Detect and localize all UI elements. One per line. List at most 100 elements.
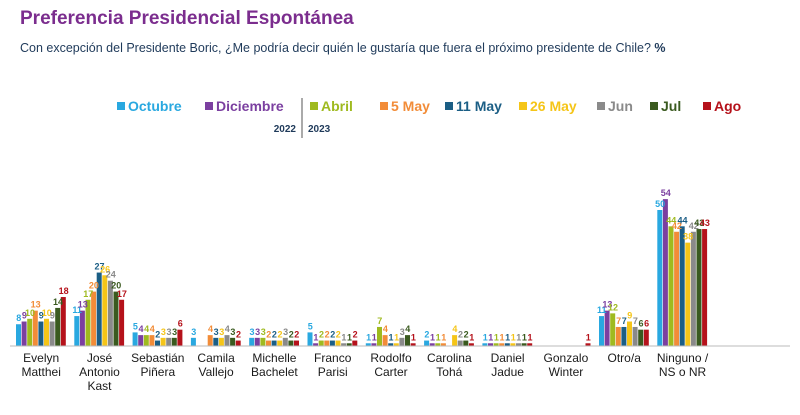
- value-label-7-2: 1: [436, 332, 441, 342]
- value-label-4-8: 2: [294, 330, 299, 340]
- legend-swatch-7: [650, 102, 658, 110]
- value-label-10-6: 7: [633, 316, 638, 326]
- bar-2-6: [166, 337, 172, 346]
- value-label-5-0: 5: [308, 321, 313, 331]
- value-label-10-3: 7: [616, 316, 621, 326]
- bar-1-8: [119, 299, 125, 346]
- bar-10-3: [615, 326, 621, 346]
- bar-8-4: [504, 343, 510, 346]
- bar-5-5: [335, 340, 341, 346]
- value-label-4-1: 3: [255, 327, 260, 337]
- bar-10-4: [621, 326, 627, 346]
- bar-4-6: [282, 337, 288, 346]
- bar-11-6: [690, 231, 696, 346]
- bar-0-2: [27, 318, 33, 346]
- bar-7-2: [435, 343, 441, 346]
- category-label-3: Camila Vallejo: [197, 351, 235, 379]
- bar-5-3: [324, 340, 330, 346]
- value-label-6-1: 1: [372, 332, 377, 342]
- value-label-8-1: 1: [488, 332, 493, 342]
- bar-7-7: [463, 340, 469, 346]
- legend-swatch-3: [380, 102, 388, 110]
- legend-swatch-5: [519, 102, 527, 110]
- value-label-0-0: 8: [16, 313, 21, 323]
- legend-swatch-4: [445, 102, 453, 110]
- value-label-5-7: 1: [347, 332, 352, 342]
- value-label-4-6: 3: [283, 327, 288, 337]
- value-label-0-4: 9: [39, 311, 44, 321]
- value-label-8-6: 1: [516, 332, 521, 342]
- bar-1-3: [91, 291, 97, 346]
- bar-2-3: [149, 335, 155, 346]
- bar-3-7: [230, 337, 236, 346]
- value-label-0-5: 10: [42, 308, 52, 318]
- value-label-8-3: 1: [499, 332, 504, 342]
- bar-6-2: [377, 326, 382, 346]
- bar-6-5: [393, 343, 399, 346]
- value-label-5-5: 2: [336, 330, 341, 340]
- bar-10-5: [627, 321, 632, 346]
- value-label-7-0: 2: [424, 330, 429, 340]
- legend-label-6: Jun: [608, 98, 633, 114]
- value-label-1-5: 26: [100, 264, 110, 274]
- bar-0-5: [44, 318, 49, 346]
- value-label-2-6: 3: [166, 327, 171, 337]
- category-label-2: Sebastián Piñera: [131, 351, 184, 379]
- value-label-6-3: 4: [383, 324, 388, 334]
- bar-4-7: [288, 340, 294, 346]
- value-label-4-2: 3: [261, 327, 266, 337]
- bar-5-8: [352, 340, 358, 346]
- bar-3-6: [224, 335, 230, 346]
- bar-8-5: [510, 343, 516, 346]
- bar-4-5: [277, 340, 283, 346]
- bar-2-4: [155, 340, 160, 346]
- bar-11-2: [668, 226, 674, 346]
- value-label-10-1: 13: [602, 300, 612, 310]
- value-label-1-4: 27: [94, 262, 104, 272]
- bar-4-2: [260, 337, 266, 346]
- bar-11-4: [679, 226, 685, 346]
- value-label-5-6: 1: [341, 332, 346, 342]
- bar-9-8: [585, 343, 591, 346]
- value-label-4-5: 2: [277, 330, 282, 340]
- bar-4-3: [266, 340, 271, 346]
- value-label-8-4: 1: [505, 332, 510, 342]
- bar-10-2: [610, 313, 616, 346]
- value-label-11-4: 44: [677, 215, 687, 225]
- bar-5-2: [318, 340, 324, 346]
- unit-label: %: [654, 41, 666, 55]
- bar-8-3: [499, 343, 505, 346]
- bar-11-0: [657, 210, 663, 346]
- bar-2-2: [143, 335, 149, 346]
- value-label-3-6: 4: [225, 324, 230, 334]
- value-label-0-3: 13: [31, 300, 41, 310]
- category-label-0: Evelyn Matthei: [22, 351, 61, 379]
- bar-6-0: [365, 343, 371, 346]
- bar-1-6: [107, 280, 113, 346]
- value-label-4-7: 2: [289, 330, 294, 340]
- bar-10-0: [599, 316, 604, 346]
- legend-label-3: 5 May: [391, 98, 430, 114]
- value-label-7-3: 1: [441, 332, 446, 342]
- legend-swatch-2: [310, 102, 318, 110]
- bar-0-4: [38, 321, 44, 346]
- value-label-5-8: 2: [353, 330, 358, 340]
- legend-label-7: Jul: [661, 98, 681, 114]
- bar-8-7: [521, 343, 527, 346]
- legend-label-2: Abril: [321, 98, 353, 114]
- value-label-7-5: 4: [452, 324, 457, 334]
- bar-0-1: [21, 321, 27, 346]
- value-label-2-1: 4: [138, 324, 143, 334]
- value-label-7-7: 2: [464, 330, 469, 340]
- value-label-7-6: 2: [458, 330, 463, 340]
- bar-2-1: [138, 335, 144, 346]
- value-label-2-5: 3: [161, 327, 166, 337]
- bar-11-8: [702, 229, 708, 346]
- bar-6-4: [388, 343, 394, 346]
- year-label-2023: 2023: [308, 124, 331, 135]
- value-label-6-5: 1: [394, 332, 399, 342]
- value-label-11-8: 43: [700, 218, 710, 228]
- bar-6-1: [371, 343, 377, 346]
- subtitle-text: Con excepción del Presidente Boric, ¿Me …: [20, 41, 651, 55]
- bar-2-7: [171, 337, 177, 346]
